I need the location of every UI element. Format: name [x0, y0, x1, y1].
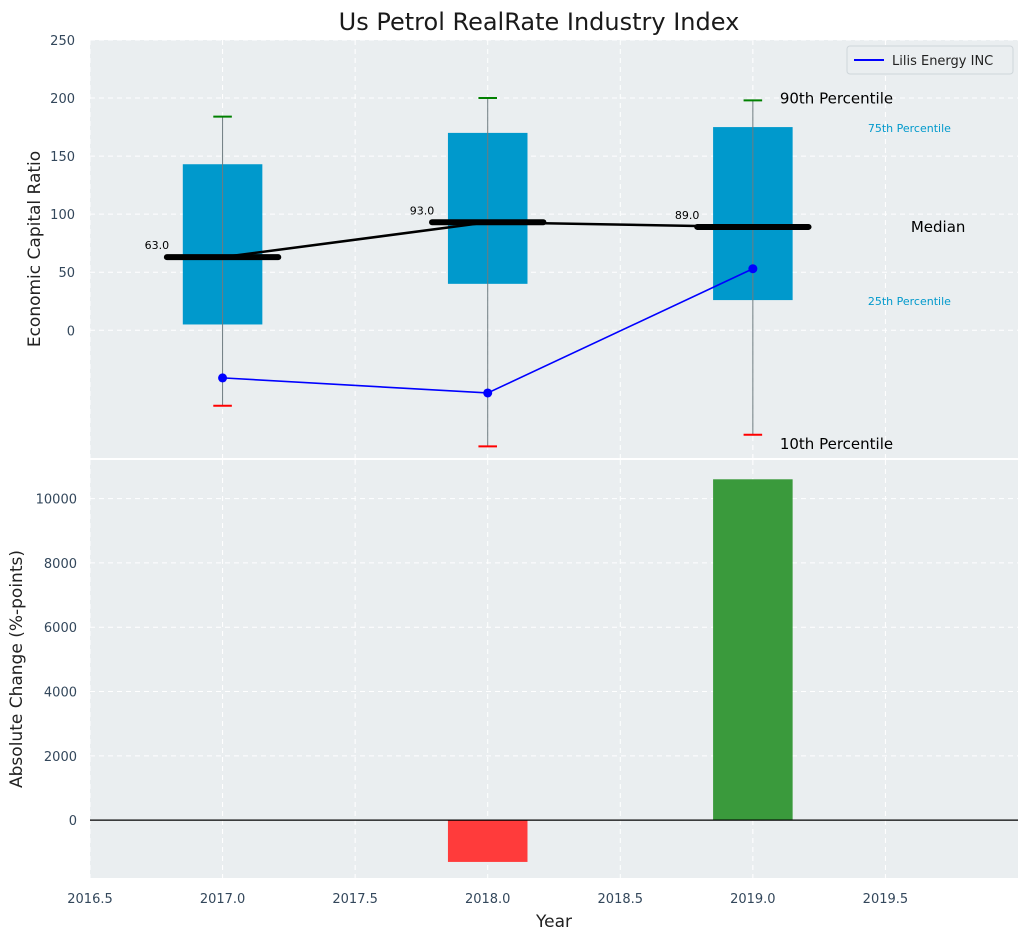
- change-bars: [447, 479, 793, 862]
- bottom-y-ticks: 0 2000 4000 6000 8000 10000: [36, 493, 77, 830]
- x-tick-label: 2019.0: [730, 892, 776, 907]
- x-axis-label: Year: [535, 912, 572, 932]
- median-value-label: 93.0: [410, 204, 435, 217]
- top-panel: 0 50 100 150 200 250 63.0 93.0 89.0 90th Percen…: [25, 34, 1018, 458]
- x-tick-label: 2017.5: [332, 892, 378, 907]
- company-point: [748, 264, 758, 274]
- y-tick-label: 250: [50, 34, 75, 49]
- p75-annotation: 75th Percentile: [868, 122, 951, 135]
- x-tick-label: 2018.0: [465, 892, 511, 907]
- legend-box: [846, 45, 1014, 75]
- y-tick-label: 100: [50, 208, 75, 223]
- company-point: [483, 388, 493, 398]
- company-point: [218, 373, 228, 383]
- y-tick-label: 6000: [44, 621, 77, 636]
- y-tick-label: 0: [67, 324, 75, 339]
- p25-annotation: 25th Percentile: [868, 295, 951, 308]
- x-tick-label: 2017.0: [200, 892, 246, 907]
- y-tick-label: 4000: [44, 686, 77, 701]
- y-tick-label: 150: [50, 150, 75, 165]
- median-annotation: Median: [911, 218, 966, 236]
- positive-change-bar: [713, 479, 793, 821]
- p90-annotation: 90th Percentile: [780, 89, 893, 107]
- top-y-axis-label: Economic Capital Ratio: [25, 151, 45, 347]
- x-tick-label: 2016.5: [67, 892, 113, 907]
- x-ticks: 2016.5 2017.0 2017.5 2018.0 2018.5 2019.0 2019…: [67, 892, 908, 907]
- percentile-annotations: 90th Percentile 75th Percentile Median 25th…: [780, 89, 966, 452]
- y-tick-label: 200: [50, 92, 75, 107]
- bottom-panel: 0 2000 4000 6000 8000 10000 2016.5 2017.0 2017.…: [7, 460, 1018, 932]
- y-tick-label: 0: [69, 814, 77, 829]
- company-series: [218, 264, 758, 398]
- y-tick-label: 2000: [44, 750, 77, 765]
- bottom-plot-area: [90, 460, 1018, 878]
- y-tick-label: 8000: [44, 557, 77, 572]
- y-tick-label: 50: [58, 266, 75, 281]
- negative-change-bar: [447, 820, 528, 862]
- chart-title: Us Petrol RealRate Industry Index: [339, 8, 740, 36]
- p10-annotation: 10th Percentile: [780, 435, 893, 453]
- bottom-y-axis-label: Absolute Change (%-points): [7, 550, 27, 788]
- x-tick-label: 2019.5: [863, 892, 909, 907]
- legend-label: Lilis Energy INC: [892, 54, 993, 69]
- legend: Lilis Energy INC: [846, 45, 1014, 75]
- median-value-label: 63.0: [145, 239, 170, 252]
- y-tick-label: 10000: [36, 493, 77, 508]
- top-y-ticks: 0 50 100 150 200 250: [50, 34, 75, 339]
- median-value-label: 89.0: [675, 209, 700, 222]
- x-tick-label: 2018.5: [598, 892, 644, 907]
